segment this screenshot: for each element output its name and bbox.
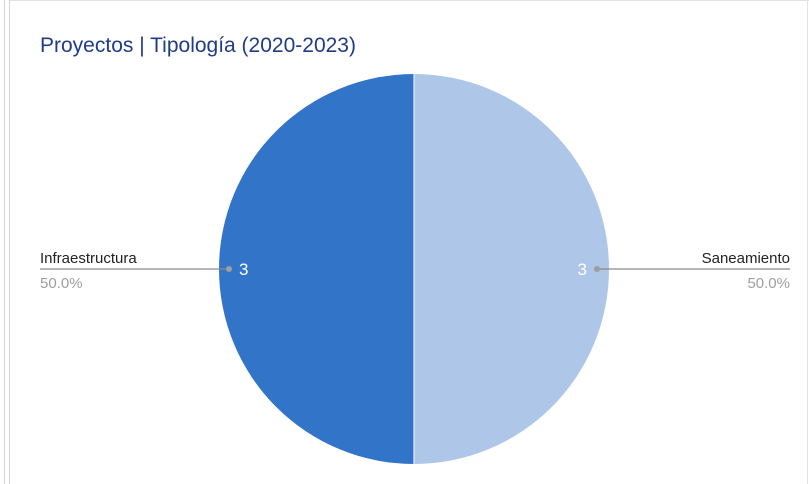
slice-percent-infraestructura: 50.0% <box>40 275 83 292</box>
slice-value-infraestructura: 3 <box>239 260 248 279</box>
slice-value-saneamiento: 3 <box>578 260 587 279</box>
slice-label-saneamiento: Saneamiento <box>702 250 790 267</box>
slice-label-infraestructura: Infraestructura <box>40 250 137 267</box>
leader-dot-infraestructura <box>226 266 232 272</box>
pie-slice-saneamiento <box>414 74 609 464</box>
panel-right-border <box>807 0 809 484</box>
leader-dot-saneamiento <box>594 266 600 272</box>
slice-percent-saneamiento: 50.0% <box>747 275 790 292</box>
chart-title: Proyectos | Tipología (2020-2023) <box>40 34 356 57</box>
panel-left-border <box>4 0 10 484</box>
pie-slice-infraestructura <box>219 74 414 464</box>
panel-top-border <box>10 0 809 2</box>
